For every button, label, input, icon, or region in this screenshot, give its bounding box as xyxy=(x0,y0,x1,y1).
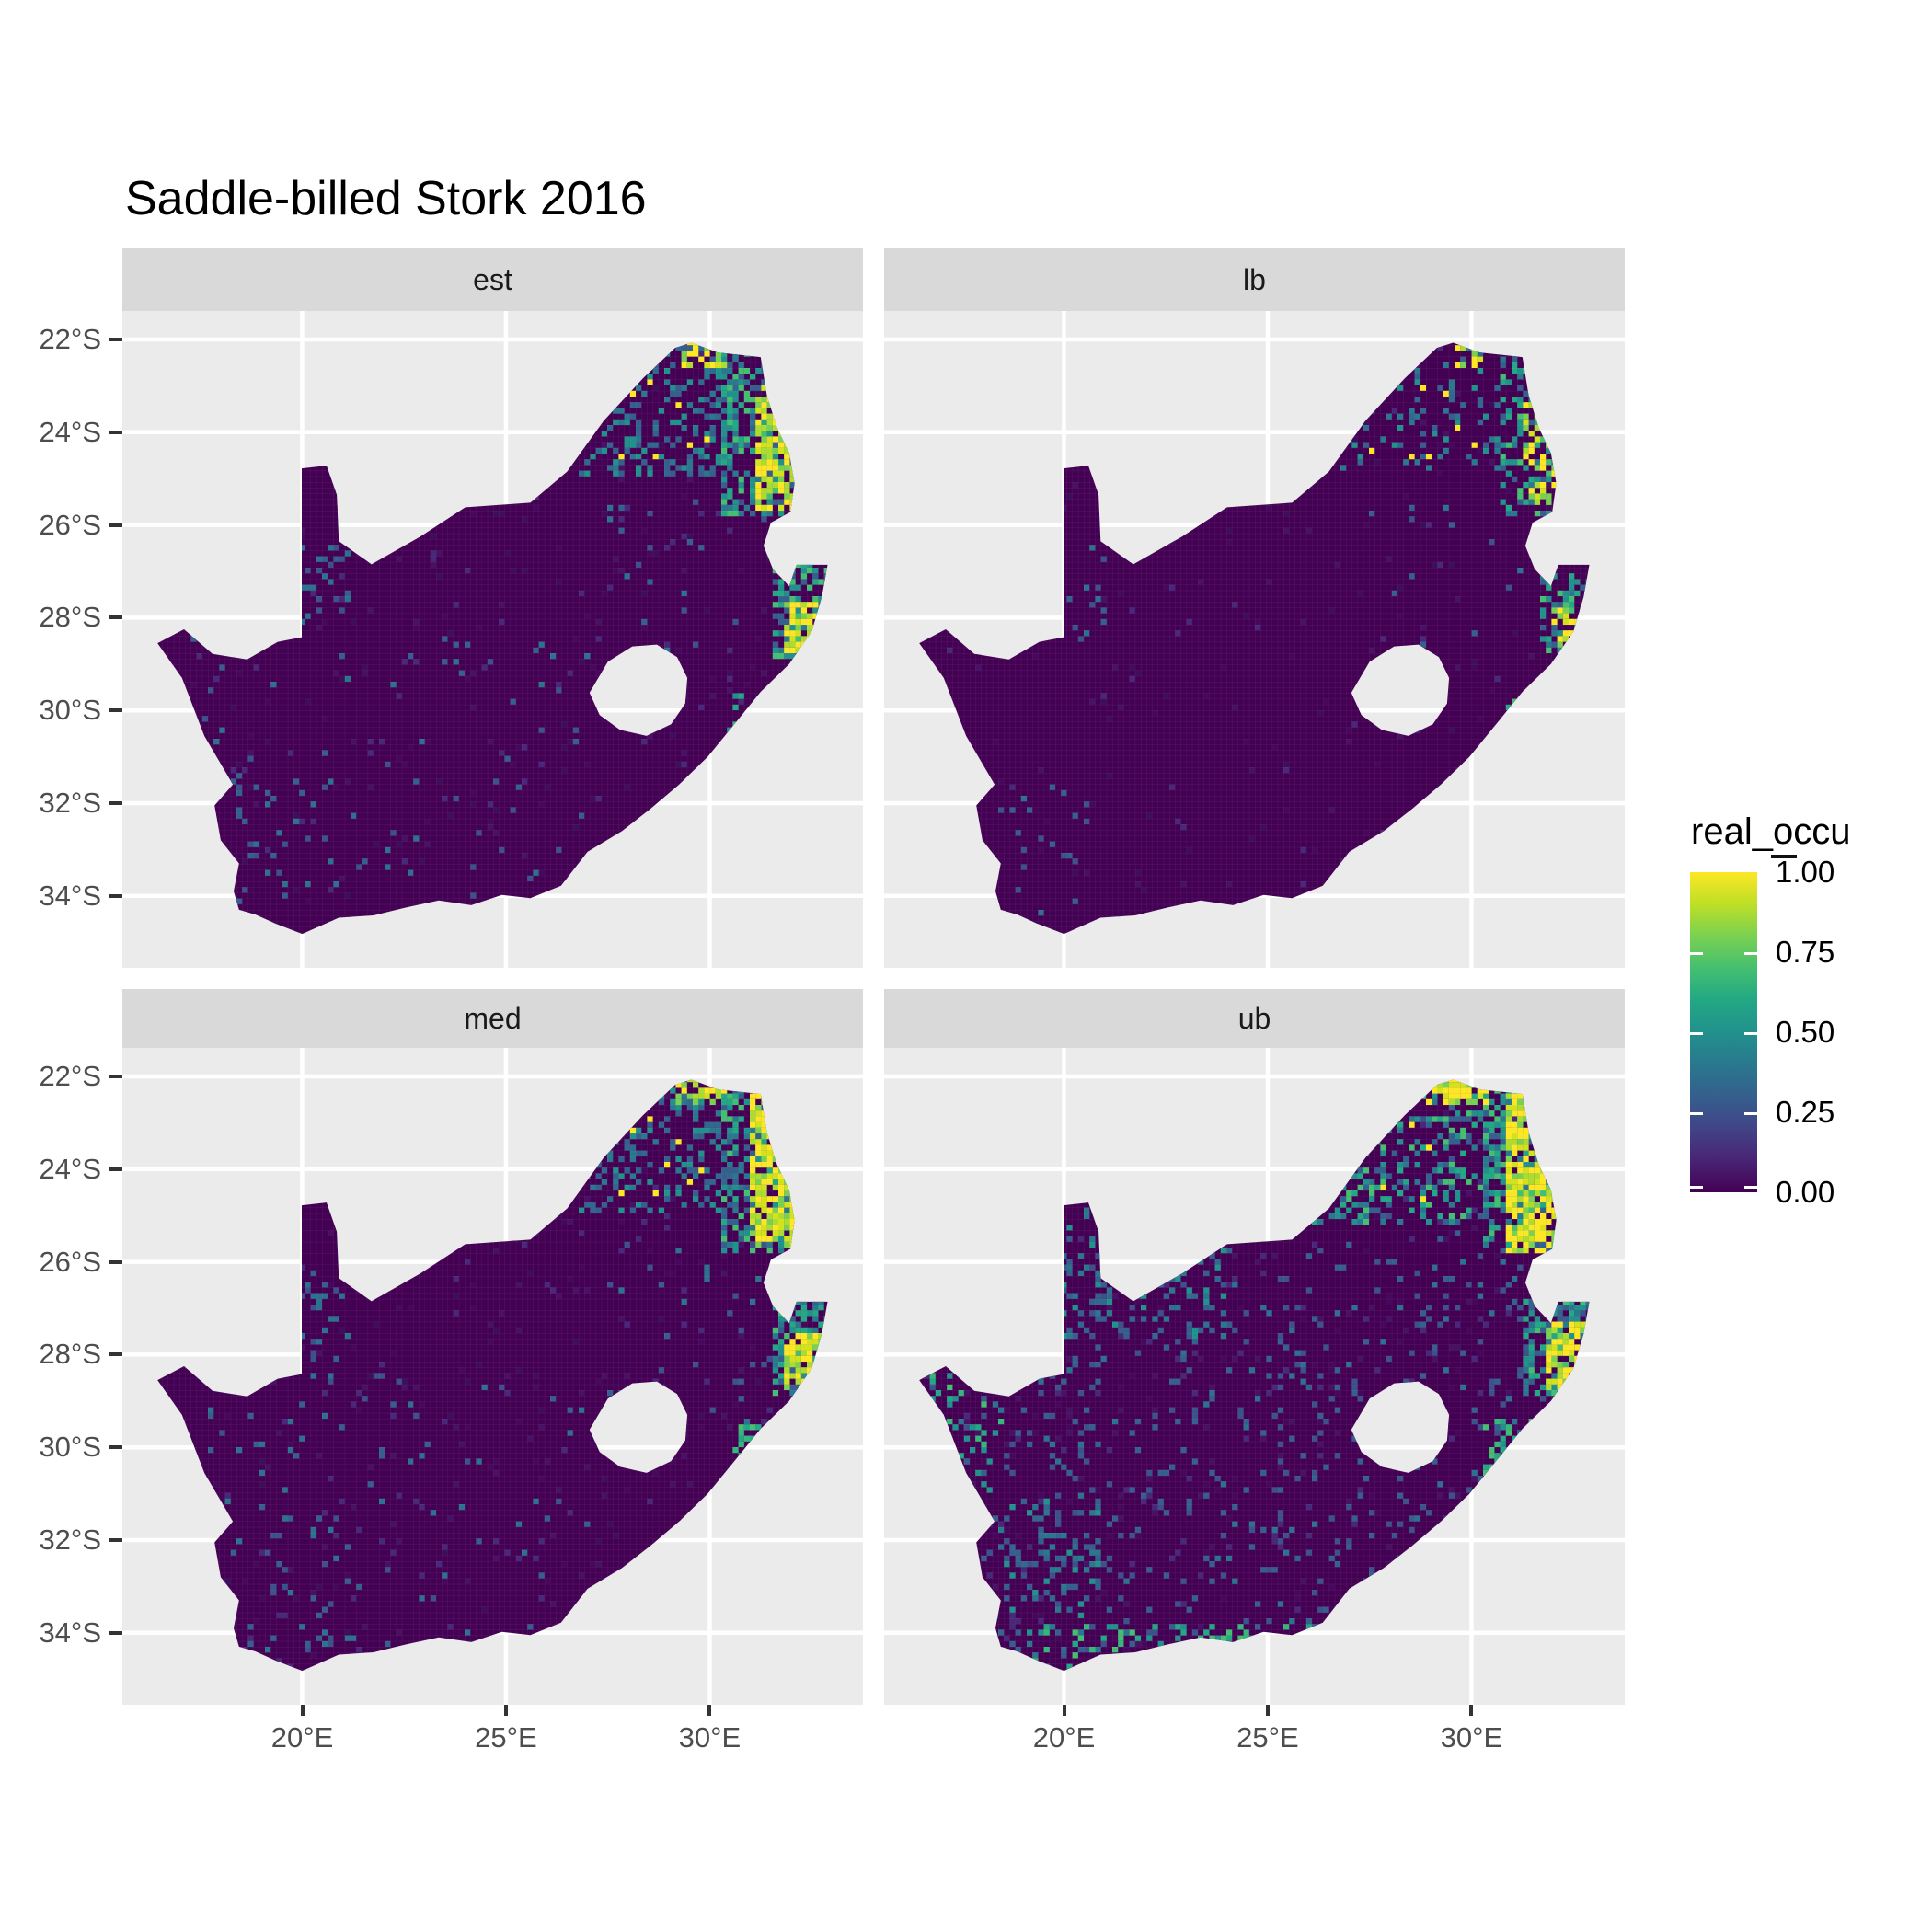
y-axis-label-28°S-row1: 28°S xyxy=(39,601,101,634)
y-axis-tick-row1-6 xyxy=(109,893,122,898)
map-panel-est xyxy=(122,311,863,968)
x-axis-label-20°E-col1: 20°E xyxy=(270,1721,334,1754)
facet-strip-est: est xyxy=(122,248,863,311)
legend-label-000: 0.00 xyxy=(1776,1175,1835,1209)
x-axis-tick-col1-0 xyxy=(300,1705,305,1716)
y-axis-label-34°S-row2: 34°S xyxy=(39,1616,101,1649)
y-axis-tick-row2-0 xyxy=(109,1075,122,1078)
y-axis-label-30°S-row2: 30°S xyxy=(39,1431,101,1464)
y-axis-tick-row1-3 xyxy=(109,615,122,620)
map-svg-lb xyxy=(884,311,1625,968)
y-axis-label-34°S-row1: 34°S xyxy=(39,879,101,912)
y-axis-label-22°S-row1: 22°S xyxy=(39,323,101,355)
facet-strip-lb: lb xyxy=(884,248,1625,311)
x-axis-tick-col2-1 xyxy=(1265,1705,1270,1716)
legend-top-tick xyxy=(1771,855,1797,858)
y-axis-tick-row1-0 xyxy=(109,338,122,341)
facet-strip-label-lb: lb xyxy=(1243,262,1266,296)
legend-title: real_occu xyxy=(1691,811,1851,852)
x-axis-tick-col1-1 xyxy=(503,1705,508,1716)
legend-tick-0.5-left xyxy=(1690,1032,1703,1035)
map-panel-lb xyxy=(884,311,1625,968)
plot-title: Saddle-billed Stork 2016 xyxy=(125,172,647,225)
x-axis-label-30°E-col2: 30°E xyxy=(1440,1721,1503,1754)
legend-tick-0.75-left xyxy=(1690,952,1703,955)
map-panel-ub xyxy=(884,1048,1625,1705)
y-axis-tick-row2-4 xyxy=(109,1445,122,1450)
legend-label-100: 1.00 xyxy=(1776,855,1835,889)
facet-strip-ub: ub xyxy=(884,989,1625,1048)
y-axis-tick-row2-1 xyxy=(109,1167,122,1171)
y-axis-tick-row1-1 xyxy=(109,430,122,434)
y-axis-tick-row2-6 xyxy=(109,1630,122,1635)
y-axis-label-30°S-row1: 30°S xyxy=(39,694,101,727)
y-axis-tick-row1-5 xyxy=(109,801,122,805)
legend-label-050: 0.50 xyxy=(1776,1015,1835,1049)
legend-tick-0.75-right xyxy=(1744,952,1757,955)
y-axis-tick-row1-2 xyxy=(109,523,122,527)
y-axis-label-24°S-row2: 24°S xyxy=(39,1152,101,1185)
y-axis-label-22°S-row2: 22°S xyxy=(39,1060,101,1092)
facet-strip-label-ub: ub xyxy=(1237,1001,1271,1035)
y-axis-label-26°S-row2: 26°S xyxy=(39,1245,101,1278)
y-axis-tick-row1-4 xyxy=(109,708,122,713)
legend-tick-0.25-right xyxy=(1744,1112,1757,1115)
y-axis-label-26°S-row1: 26°S xyxy=(39,508,101,541)
x-axis-tick-col2-0 xyxy=(1062,1705,1066,1716)
x-axis-label-25°E-col1: 25°E xyxy=(475,1721,537,1754)
legend-tick-0.5-right xyxy=(1744,1032,1757,1035)
legend-label-025: 0.25 xyxy=(1776,1095,1835,1129)
y-axis-label-32°S-row1: 32°S xyxy=(39,787,101,819)
map-svg-ub xyxy=(884,1048,1625,1705)
map-panel-med xyxy=(122,1048,863,1705)
legend-tick-0.02-left xyxy=(1690,1186,1703,1189)
legend-tick-0.25-left xyxy=(1690,1112,1703,1115)
legend-label-075: 0.75 xyxy=(1776,935,1835,969)
y-axis-label-32°S-row2: 32°S xyxy=(39,1524,101,1556)
map-svg-est xyxy=(122,311,863,968)
map-svg-med xyxy=(122,1048,863,1705)
facet-strip-med: med xyxy=(122,989,863,1048)
x-axis-tick-col2-2 xyxy=(1469,1705,1474,1716)
facet-strip-label-med: med xyxy=(464,1001,522,1035)
x-axis-label-25°E-col2: 25°E xyxy=(1236,1721,1299,1754)
y-axis-tick-row2-5 xyxy=(109,1538,122,1542)
facet-strip-label-est: est xyxy=(473,262,512,296)
legend-tick-0.02-right xyxy=(1744,1186,1757,1189)
y-axis-label-24°S-row1: 24°S xyxy=(39,415,101,448)
y-axis-tick-row2-2 xyxy=(109,1259,122,1264)
x-axis-label-30°E-col1: 30°E xyxy=(678,1721,742,1754)
y-axis-label-28°S-row2: 28°S xyxy=(39,1338,101,1371)
y-axis-tick-row2-3 xyxy=(109,1352,122,1357)
x-axis-label-20°E-col2: 20°E xyxy=(1032,1721,1096,1754)
x-axis-tick-col1-2 xyxy=(707,1705,712,1716)
